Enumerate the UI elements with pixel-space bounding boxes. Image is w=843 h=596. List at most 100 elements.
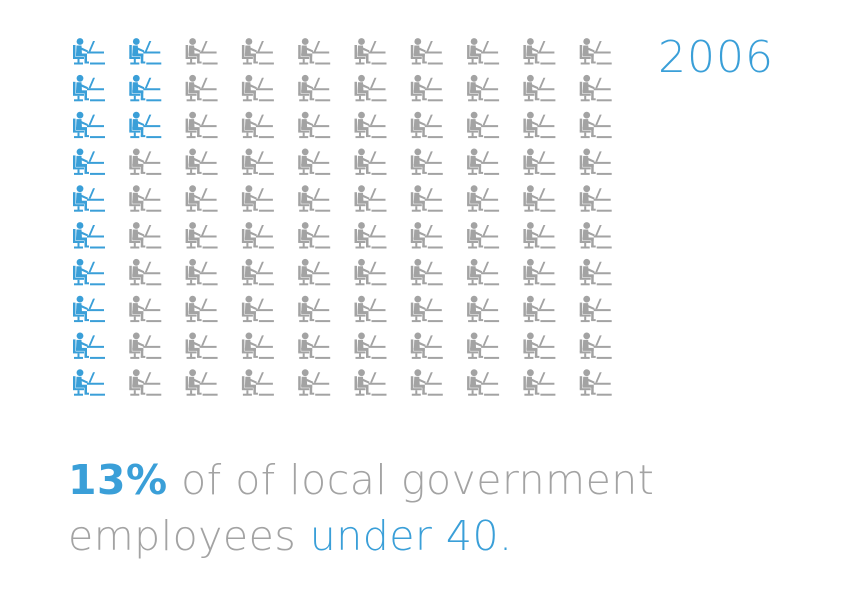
person-icon (354, 332, 387, 359)
person-icon (241, 369, 274, 396)
person-icon (354, 222, 387, 249)
person-icon (129, 148, 162, 175)
person-icon (579, 222, 612, 249)
person-icon (410, 185, 443, 212)
caption: 13% of of local government employees und… (68, 452, 828, 564)
person-icon (410, 38, 443, 65)
person-icon-highlighted (73, 332, 105, 359)
person-icon (523, 38, 556, 65)
person-icon (579, 295, 612, 323)
person-icon (467, 185, 500, 212)
person-icon (298, 295, 331, 323)
person-icon-highlighted (73, 38, 105, 65)
person-icon (185, 185, 218, 212)
person-icon (523, 74, 556, 102)
person-icon (129, 295, 162, 323)
person-icon (354, 185, 387, 212)
person-icon (354, 258, 387, 286)
person-icon (579, 74, 612, 102)
caption-line2-text: employees (68, 512, 310, 560)
person-icon (185, 369, 218, 396)
caption-line-2: employees under 40. (68, 508, 828, 564)
person-icon-highlighted (129, 111, 162, 139)
person-icon (129, 258, 162, 286)
person-icon (241, 295, 274, 323)
person-icon (410, 369, 443, 396)
person-icon (354, 295, 387, 323)
person-icon (410, 111, 443, 139)
person-icon (579, 369, 612, 396)
person-icon (523, 369, 556, 396)
person-icon-highlighted (73, 148, 105, 175)
person-icon-highlighted (73, 222, 105, 249)
person-icon-highlighted (129, 74, 162, 102)
person-icon (467, 111, 500, 139)
person-icon (129, 222, 162, 249)
person-icon (241, 185, 274, 212)
person-icon (298, 38, 331, 65)
person-icon (467, 74, 500, 102)
person-icon (523, 258, 556, 286)
person-icon (354, 111, 387, 139)
person-icon-highlighted (129, 38, 162, 65)
person-icon (129, 369, 162, 396)
person-icon (298, 258, 331, 286)
person-icon (185, 38, 218, 65)
person-icon (354, 38, 387, 65)
person-icon (410, 332, 443, 359)
person-icon (241, 332, 274, 359)
person-icon (410, 74, 443, 102)
person-icon (467, 332, 500, 359)
caption-line1-text: of of local government (167, 456, 655, 504)
person-icon (579, 258, 612, 286)
caption-line-1: 13% of of local government (68, 452, 828, 508)
person-icon-highlighted (73, 74, 105, 102)
person-icon (523, 332, 556, 359)
person-icon (298, 332, 331, 359)
person-icon (241, 74, 274, 102)
person-icon (241, 258, 274, 286)
person-icon (298, 369, 331, 396)
person-icon-highlighted (73, 185, 105, 212)
caption-percent: 13% (68, 456, 168, 504)
person-icon (579, 38, 612, 65)
person-icon (523, 185, 556, 212)
person-icon (354, 74, 387, 102)
person-icon (241, 38, 274, 65)
person-icon (354, 148, 387, 175)
person-icon (185, 148, 218, 175)
year-label: 2006 (658, 32, 774, 83)
person-icon-highlighted (73, 258, 105, 286)
person-icon (579, 185, 612, 212)
person-icon (467, 258, 500, 286)
person-icon (241, 148, 274, 175)
person-icon (523, 111, 556, 139)
person-icon (467, 38, 500, 65)
person-icon (523, 148, 556, 175)
person-icon-highlighted (73, 295, 105, 323)
person-icon (298, 74, 331, 102)
person-icon (185, 295, 218, 323)
person-icon (467, 369, 500, 396)
person-icon (579, 332, 612, 359)
person-icon (410, 148, 443, 175)
pictograph-grid (73, 38, 612, 396)
person-icon (185, 74, 218, 102)
person-icon (354, 369, 387, 396)
person-icon (185, 111, 218, 139)
person-icon (579, 148, 612, 175)
person-icon (523, 222, 556, 249)
person-icon (185, 222, 218, 249)
person-icon (129, 332, 162, 359)
person-icon (298, 222, 331, 249)
person-icon (185, 258, 218, 286)
person-icon (298, 148, 331, 175)
person-icon (523, 295, 556, 323)
person-icon (298, 185, 331, 212)
person-icon-highlighted (73, 369, 105, 396)
person-icon-highlighted (73, 111, 105, 139)
person-icon (241, 111, 274, 139)
person-icon (185, 332, 218, 359)
person-icon (579, 111, 612, 139)
person-icon (467, 222, 500, 249)
